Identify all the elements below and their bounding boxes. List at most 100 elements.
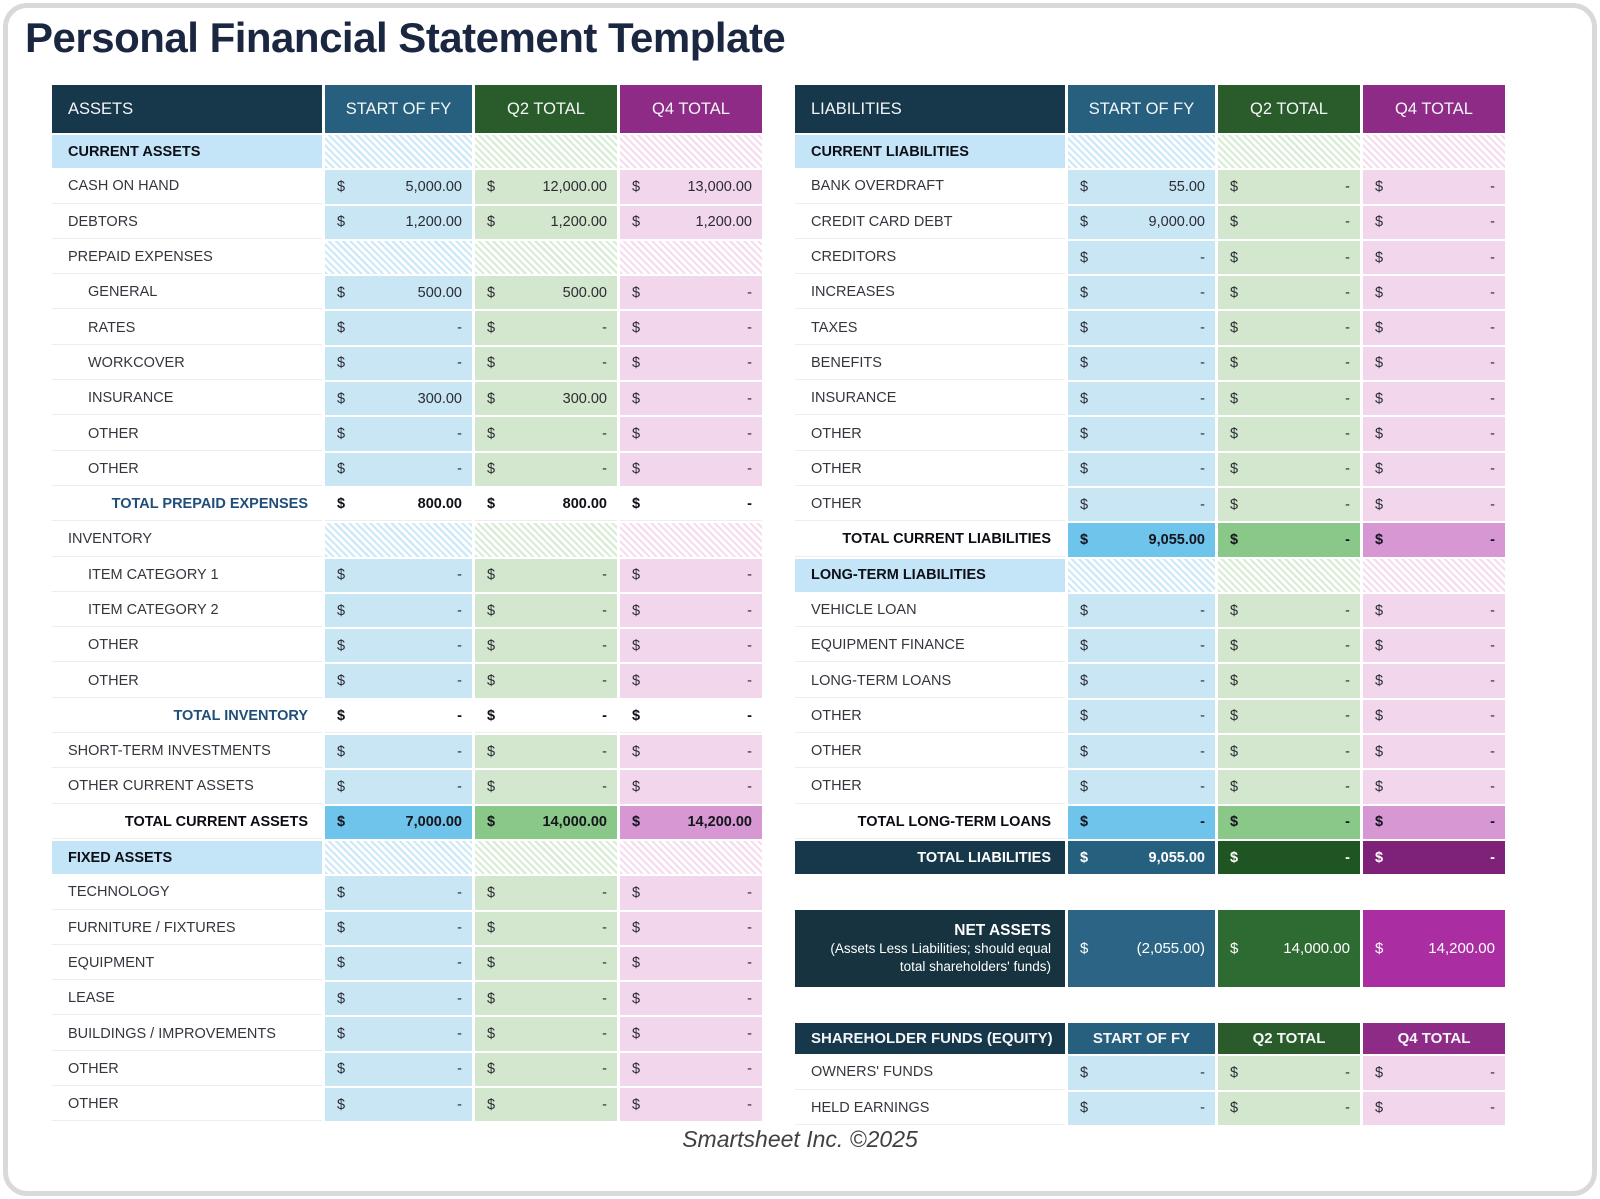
money-cell[interactable]: $ - xyxy=(1068,1056,1215,1090)
money-cell[interactable]: $ - xyxy=(475,311,617,345)
money-cell[interactable]: $ - xyxy=(475,593,617,628)
money-cell[interactable]: $1,200.00 xyxy=(620,205,762,239)
row-label[interactable]: TOTAL CURRENT LIABILITIES xyxy=(795,523,1065,557)
money-cell[interactable]: $ - xyxy=(620,735,762,769)
row-label[interactable]: OTHER xyxy=(795,735,1065,769)
money-cell[interactable]: $ - xyxy=(1218,770,1360,804)
row-label[interactable]: INSURANCE xyxy=(52,382,322,416)
money-cell[interactable]: $ - xyxy=(1363,311,1505,345)
money-cell[interactable]: $ - xyxy=(620,311,762,345)
money-cell[interactable]: $ - xyxy=(325,558,472,592)
money-cell[interactable]: $ - xyxy=(1068,770,1215,804)
money-cell[interactable]: $ - xyxy=(475,417,617,451)
money-cell[interactable]: $ - xyxy=(1068,240,1215,275)
row-label[interactable]: LONG-TERM LIABILITIES xyxy=(795,558,1065,592)
row-label[interactable]: OTHER xyxy=(52,664,322,698)
money-cell[interactable]: $ - xyxy=(1363,805,1505,839)
money-cell[interactable]: $ - xyxy=(325,1052,472,1087)
money-cell[interactable]: $ - xyxy=(475,770,617,804)
row-label[interactable]: OTHER xyxy=(795,770,1065,804)
money-cell[interactable]: $ - xyxy=(475,558,617,592)
money-cell[interactable]: $ - xyxy=(1363,664,1505,698)
money-cell[interactable]: $7,000.00 xyxy=(325,805,472,839)
money-cell[interactable]: $9,000.00 xyxy=(1068,205,1215,239)
money-cell[interactable]: $ - xyxy=(620,770,762,804)
row-label[interactable]: CURRENT ASSETS xyxy=(52,135,322,169)
money-cell[interactable]: $ - xyxy=(1068,382,1215,416)
money-cell[interactable]: $ - xyxy=(325,1017,472,1051)
row-label[interactable]: DEBTORS xyxy=(52,205,322,239)
money-cell[interactable]: $ - xyxy=(1363,346,1505,381)
money-cell[interactable]: $ - xyxy=(1218,664,1360,698)
money-cell[interactable]: $13,000.00 xyxy=(620,170,762,204)
row-label[interactable]: OWNERS' FUNDS xyxy=(795,1056,1065,1090)
money-cell[interactable]: $800.00 xyxy=(325,487,472,522)
money-cell[interactable]: $ - xyxy=(1363,170,1505,204)
row-label[interactable]: TOTAL INVENTORY xyxy=(52,699,322,734)
row-label[interactable]: TECHNOLOGY xyxy=(52,876,322,910)
money-cell[interactable]: $ - xyxy=(1363,276,1505,310)
money-cell[interactable]: $ - xyxy=(1218,1056,1360,1090)
money-cell[interactable]: $ - xyxy=(1068,417,1215,451)
money-cell[interactable]: $1,200.00 xyxy=(325,205,472,239)
money-cell[interactable]: $ - xyxy=(325,1088,472,1122)
money-cell[interactable]: $800.00 xyxy=(475,487,617,522)
money-cell[interactable]: $ - xyxy=(620,911,762,945)
money-cell[interactable]: $ - xyxy=(1218,417,1360,451)
money-cell[interactable]: $ - xyxy=(325,346,472,381)
money-cell[interactable]: $ - xyxy=(1218,805,1360,839)
row-label[interactable]: INCREASES xyxy=(795,276,1065,310)
money-cell[interactable]: $ - xyxy=(475,982,617,1016)
money-cell[interactable]: $ - xyxy=(475,1088,617,1122)
money-cell[interactable]: $ - xyxy=(325,770,472,804)
money-cell[interactable]: $9,055.00 xyxy=(1068,523,1215,557)
money-cell[interactable]: $ - xyxy=(1363,840,1505,875)
row-label[interactable]: OTHER xyxy=(52,1052,322,1087)
money-cell[interactable]: $ - xyxy=(1218,382,1360,416)
row-label[interactable]: TOTAL LIABILITIES xyxy=(795,840,1065,875)
row-label[interactable]: ITEM CATEGORY 2 xyxy=(52,593,322,628)
money-cell[interactable]: $ - xyxy=(1363,699,1505,734)
money-cell[interactable]: $ - xyxy=(1363,593,1505,628)
money-cell[interactable]: $ - xyxy=(1068,664,1215,698)
money-cell[interactable]: $ - xyxy=(475,735,617,769)
money-cell[interactable]: $ - xyxy=(1068,805,1215,839)
money-cell[interactable]: $300.00 xyxy=(325,382,472,416)
money-cell[interactable]: $ - xyxy=(1363,770,1505,804)
money-cell[interactable]: $ - xyxy=(1363,452,1505,486)
row-label[interactable]: OTHER xyxy=(52,629,322,663)
money-cell[interactable]: $ - xyxy=(1218,276,1360,310)
money-cell[interactable]: $14,000.00 xyxy=(475,805,617,839)
money-cell[interactable]: $ - xyxy=(620,346,762,381)
money-cell[interactable]: $ - xyxy=(475,699,617,734)
row-label[interactable]: PREPAID EXPENSES xyxy=(52,240,322,275)
row-label[interactable]: GENERAL xyxy=(52,276,322,310)
money-cell[interactable]: $ - xyxy=(475,911,617,945)
row-label[interactable]: WORKCOVER xyxy=(52,346,322,381)
money-cell[interactable]: $ - xyxy=(620,558,762,592)
money-cell[interactable]: $ - xyxy=(620,1052,762,1087)
money-cell[interactable]: $ - xyxy=(1363,629,1505,663)
money-cell[interactable]: $ - xyxy=(620,699,762,734)
money-cell[interactable]: $ - xyxy=(1218,699,1360,734)
money-cell[interactable]: $ - xyxy=(1363,487,1505,522)
money-cell[interactable]: $ - xyxy=(325,911,472,945)
money-cell[interactable]: $ - xyxy=(1068,629,1215,663)
money-cell[interactable]: $ - xyxy=(325,664,472,698)
money-cell[interactable]: $5,000.00 xyxy=(325,170,472,204)
row-label[interactable]: TOTAL LONG-TERM LOANS xyxy=(795,805,1065,839)
row-label[interactable]: OTHER xyxy=(795,487,1065,522)
row-label[interactable]: BUILDINGS / IMPROVEMENTS xyxy=(52,1017,322,1051)
money-cell[interactable]: $ - xyxy=(620,382,762,416)
money-cell[interactable]: $300.00 xyxy=(475,382,617,416)
money-cell[interactable]: $ - xyxy=(1068,276,1215,310)
money-cell[interactable]: $ - xyxy=(1218,840,1360,875)
money-cell[interactable]: $ - xyxy=(620,276,762,310)
money-cell[interactable]: $ - xyxy=(1218,593,1360,628)
row-label[interactable]: TAXES xyxy=(795,311,1065,345)
money-cell[interactable]: $ - xyxy=(475,946,617,981)
row-label[interactable]: OTHER xyxy=(52,417,322,451)
money-cell[interactable]: $ - xyxy=(475,876,617,910)
row-label[interactable]: CURRENT LIABILITIES xyxy=(795,135,1065,169)
money-cell[interactable]: $ - xyxy=(1363,382,1505,416)
